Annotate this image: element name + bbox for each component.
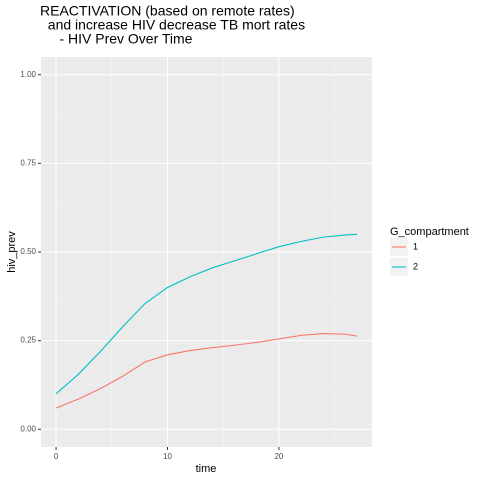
x-axis-label: time: [196, 463, 217, 475]
legend-label: 2: [413, 261, 418, 271]
series-line: [55, 233, 357, 395]
y-axis-label: hiv_prev: [6, 231, 18, 273]
series-line: [55, 332, 358, 409]
y-tick-label: 0.00: [20, 424, 36, 433]
chart-title: and increase HIV decrease TB mort rates: [40, 17, 305, 33]
y-tick-label: 0.25: [20, 336, 36, 345]
x-tick-label: 10: [163, 452, 172, 461]
x-tick-label: 0: [54, 452, 59, 461]
legend-title: G_compartment: [390, 226, 469, 238]
y-tick-label: 0.75: [20, 158, 36, 167]
y-tick-label: 0.50: [20, 247, 36, 256]
legend-label: 1: [413, 241, 418, 251]
chart-title: - HIV Prev Over Time: [40, 31, 193, 47]
x-tick-label: 20: [274, 452, 283, 461]
chart-title: REACTIVATION (based on remote rates): [40, 3, 295, 19]
y-tick-label: 1.00: [20, 70, 36, 79]
